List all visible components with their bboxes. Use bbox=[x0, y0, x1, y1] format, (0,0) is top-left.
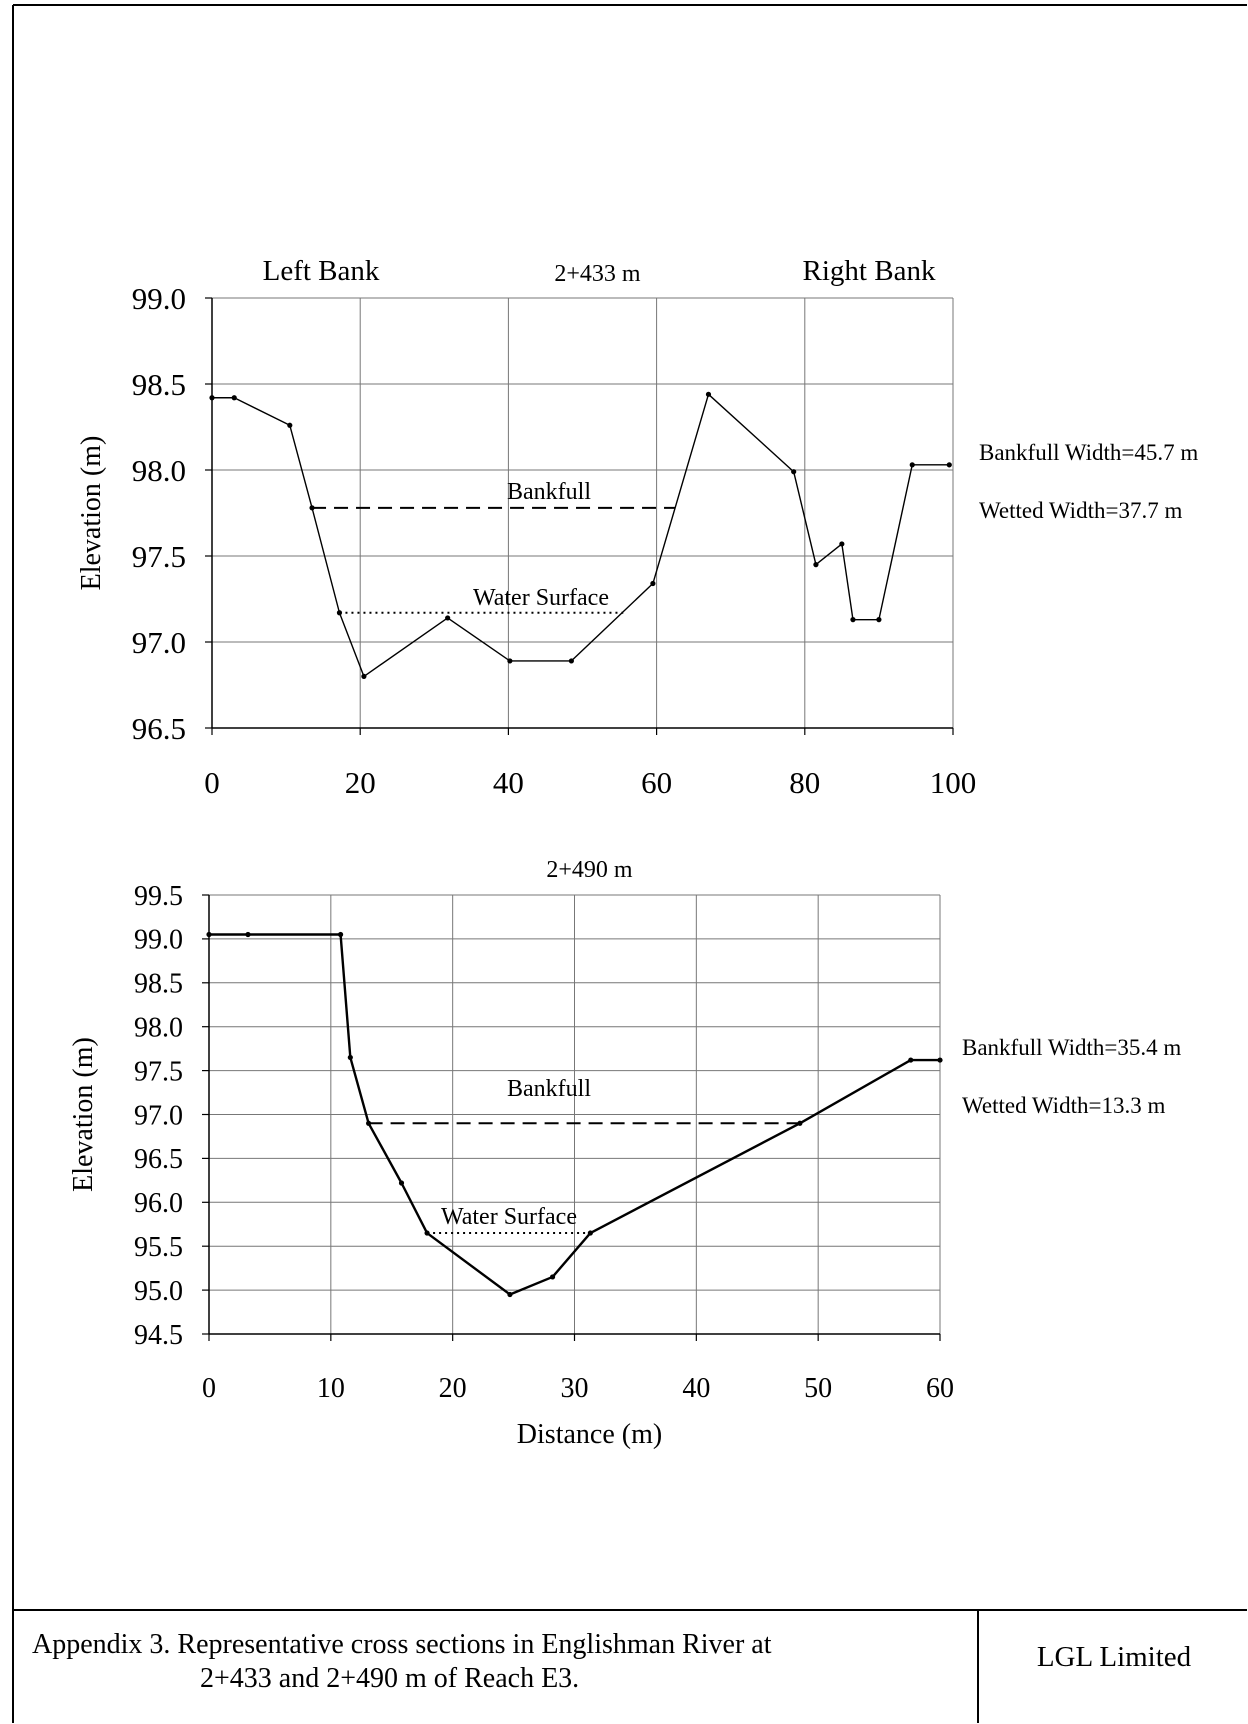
data-point bbox=[909, 462, 915, 468]
y-tick-label: 96.0 bbox=[134, 1188, 183, 1219]
x-tick-label: 80 bbox=[789, 765, 820, 800]
data-point bbox=[507, 1291, 513, 1298]
x-tick-label: 20 bbox=[439, 1373, 467, 1404]
y-tick-label: 96.5 bbox=[132, 711, 186, 746]
y-tick-label: 97.5 bbox=[134, 1056, 183, 1087]
width-annotation: Bankfull Width=45.7 m bbox=[979, 440, 1198, 465]
data-point bbox=[850, 617, 856, 623]
profile-line bbox=[212, 393, 950, 678]
x-tick-label: 100 bbox=[930, 765, 977, 800]
x-tick-label: 40 bbox=[493, 765, 524, 800]
page-frame bbox=[12, 4, 1247, 1723]
x-tick-label: 60 bbox=[926, 1373, 954, 1404]
y-tick-label: 97.0 bbox=[134, 1100, 183, 1131]
data-point bbox=[839, 541, 845, 547]
x-tick-label: 10 bbox=[317, 1373, 345, 1404]
x-tick-label: 0 bbox=[204, 765, 220, 800]
y-tick-label: 95.0 bbox=[134, 1276, 183, 1307]
bankfull-label: Bankfull bbox=[507, 479, 591, 505]
data-point bbox=[398, 1180, 405, 1186]
x-tick-label: 60 bbox=[641, 765, 672, 800]
x-tick-label: 40 bbox=[682, 1373, 710, 1404]
organization-name: LGL Limited bbox=[1036, 1641, 1192, 1673]
data-point bbox=[337, 931, 344, 938]
y-tick-label: 99.0 bbox=[134, 925, 183, 956]
x-tick-label: 50 bbox=[804, 1373, 832, 1404]
caption-line-1: Appendix 3. Representative cross section… bbox=[32, 1629, 772, 1660]
data-point bbox=[347, 1054, 353, 1061]
data-point bbox=[946, 462, 952, 468]
data-point bbox=[361, 673, 367, 680]
y-tick-label: 97.0 bbox=[132, 625, 186, 660]
x-tick-label: 0 bbox=[202, 1373, 216, 1404]
caption-line-2: 2+433 and 2+490 m of Reach E3. bbox=[200, 1663, 580, 1694]
y-tick-label: 99.5 bbox=[134, 881, 183, 912]
y-axis-label: Elevation (m) bbox=[68, 1037, 99, 1192]
width-annotation: Wetted Width=37.7 m bbox=[979, 498, 1182, 523]
data-point bbox=[245, 931, 251, 938]
y-axis-label: Elevation (m) bbox=[76, 436, 107, 591]
data-point bbox=[568, 658, 574, 664]
data-point bbox=[231, 395, 237, 401]
y-tick-label: 97.5 bbox=[132, 539, 186, 574]
data-point bbox=[797, 1120, 803, 1126]
y-tick-label: 94.5 bbox=[134, 1320, 183, 1351]
left-bank-label: Left Bank bbox=[263, 255, 380, 287]
y-tick-label: 98.0 bbox=[134, 1013, 183, 1044]
y-tick-label: 98.5 bbox=[134, 969, 183, 1000]
data-point bbox=[937, 1057, 943, 1063]
data-point bbox=[587, 1230, 593, 1236]
y-tick-label: 96.5 bbox=[134, 1144, 183, 1175]
data-point bbox=[209, 395, 215, 401]
bankfull-label: Bankfull bbox=[507, 1076, 591, 1102]
y-tick-label: 98.0 bbox=[132, 453, 186, 488]
water-surface-label: Water Surface bbox=[473, 585, 609, 611]
width-annotation: Bankfull Width=35.4 m bbox=[962, 1035, 1181, 1060]
data-point bbox=[287, 422, 293, 428]
chart-1 bbox=[205, 297, 954, 735]
x-tick-label: 20 bbox=[345, 765, 376, 800]
data-point bbox=[549, 1274, 556, 1280]
data-point bbox=[705, 391, 712, 397]
data-point bbox=[908, 1057, 914, 1063]
x-axis-label: Distance (m) bbox=[517, 1419, 662, 1450]
y-tick-label: 98.5 bbox=[132, 367, 186, 402]
data-point bbox=[876, 617, 882, 623]
water-surface-label: Water Surface bbox=[441, 1204, 577, 1230]
data-point bbox=[813, 562, 819, 568]
data-point bbox=[206, 931, 212, 938]
chart-2 bbox=[202, 894, 943, 1341]
data-point bbox=[791, 469, 797, 475]
chart-title: 2+433 m bbox=[554, 261, 641, 287]
data-point bbox=[445, 615, 451, 621]
data-point bbox=[507, 658, 513, 664]
width-annotation: Wetted Width=13.3 m bbox=[962, 1093, 1165, 1118]
y-tick-label: 95.5 bbox=[134, 1232, 183, 1263]
right-bank-label: Right Bank bbox=[803, 255, 936, 287]
data-point bbox=[650, 580, 656, 587]
y-tick-label: 99.0 bbox=[132, 281, 186, 316]
figure-caption: Appendix 3. Representative cross section… bbox=[32, 1628, 952, 1696]
chart-title: 2+490 m bbox=[546, 857, 633, 883]
x-tick-label: 30 bbox=[561, 1373, 589, 1404]
